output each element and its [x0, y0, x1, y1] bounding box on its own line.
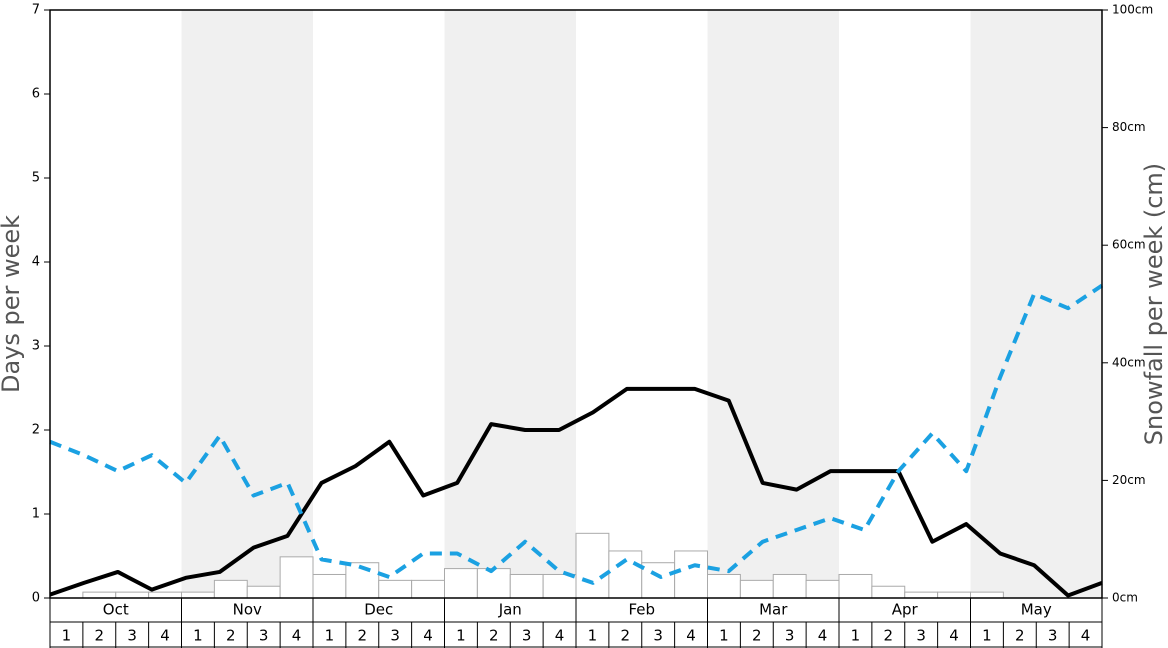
week-label: 1	[719, 627, 729, 645]
week-label: 2	[489, 627, 499, 645]
week-label: 3	[1048, 627, 1058, 645]
bar	[739, 579, 774, 599]
line	[49, 386, 1103, 598]
week-label: 4	[423, 627, 433, 645]
week-label: 2	[95, 627, 105, 645]
week-label: 4	[818, 627, 828, 645]
bar	[871, 585, 906, 599]
bar	[575, 532, 610, 599]
month-label: Dec	[364, 601, 393, 619]
week-label: 4	[949, 627, 959, 645]
week-label: 2	[752, 627, 762, 645]
y-tick-label: 1	[32, 507, 40, 522]
month-band	[707, 10, 839, 598]
bar	[246, 585, 281, 599]
bar	[608, 550, 643, 599]
line	[49, 283, 1104, 585]
bar	[279, 556, 314, 599]
bar	[641, 562, 676, 599]
y-tick-label: 6	[32, 87, 40, 102]
bar	[148, 591, 182, 599]
month-band	[970, 10, 1102, 598]
month-label: Mar	[759, 601, 788, 619]
y-tick-label: 0	[32, 591, 40, 606]
bar	[411, 579, 445, 599]
y2-axis-label: Snowfall per week (cm)	[1140, 163, 1168, 445]
bar	[772, 573, 807, 599]
week-label: 3	[127, 627, 137, 645]
bar	[805, 579, 840, 599]
week-label: 2	[621, 627, 631, 645]
bar	[82, 591, 117, 599]
y-tick-label: 4	[32, 255, 40, 270]
month-label: May	[1021, 601, 1052, 619]
bar	[970, 591, 1004, 599]
week-label: 2	[884, 627, 894, 645]
bar	[213, 579, 248, 599]
week-label: 3	[785, 627, 795, 645]
week-label: 3	[916, 627, 926, 645]
bar	[509, 573, 544, 599]
y2-tick-label: 100cm	[1112, 3, 1153, 17]
y-tick-label: 2	[32, 423, 40, 438]
week-label: 2	[358, 627, 368, 645]
bar	[444, 568, 478, 599]
bar	[904, 591, 939, 599]
y2-tick-label: 20cm	[1112, 473, 1146, 487]
bar	[838, 573, 873, 599]
month-band	[181, 10, 313, 598]
week-label: 2	[1015, 627, 1025, 645]
week-label: 3	[522, 627, 532, 645]
y2-tick-label: 60cm	[1112, 238, 1146, 252]
month-label: Jan	[498, 601, 522, 619]
week-label: 4	[555, 627, 565, 645]
y-tick-label: 5	[32, 171, 40, 186]
week-label: 4	[292, 627, 302, 645]
bar	[115, 591, 150, 599]
y-tick-label: 3	[32, 339, 40, 354]
bar	[542, 573, 577, 599]
week-label: 4	[160, 627, 170, 645]
month-band	[444, 10, 576, 598]
y2-tick-label: 0cm	[1112, 591, 1138, 605]
week-label: 2	[226, 627, 236, 645]
bar	[378, 579, 413, 599]
month-label: Nov	[233, 601, 262, 619]
bar	[181, 591, 215, 599]
bar	[312, 573, 347, 599]
bar	[937, 591, 971, 599]
week-label: 3	[390, 627, 400, 645]
bar	[707, 573, 741, 599]
week-label: 4	[1081, 627, 1091, 645]
week-label: 1	[193, 627, 203, 645]
y-tick-label: 7	[32, 3, 40, 18]
month-label: Apr	[892, 601, 919, 619]
month-label: Feb	[628, 601, 655, 619]
month-label: Oct	[103, 601, 129, 619]
week-label: 3	[259, 627, 269, 645]
week-label: 1	[62, 627, 72, 645]
week-label: 4	[686, 627, 696, 645]
week-label: 1	[325, 627, 335, 645]
week-label: 1	[588, 627, 598, 645]
bar	[674, 550, 708, 599]
week-label: 1	[456, 627, 466, 645]
y2-tick-label: 40cm	[1112, 355, 1146, 369]
week-label: 1	[851, 627, 861, 645]
week-label: 1	[982, 627, 992, 645]
y-axis-label: Days per week	[0, 215, 25, 393]
y2-tick-label: 80cm	[1112, 120, 1146, 134]
week-label: 3	[653, 627, 663, 645]
bar	[476, 568, 511, 599]
